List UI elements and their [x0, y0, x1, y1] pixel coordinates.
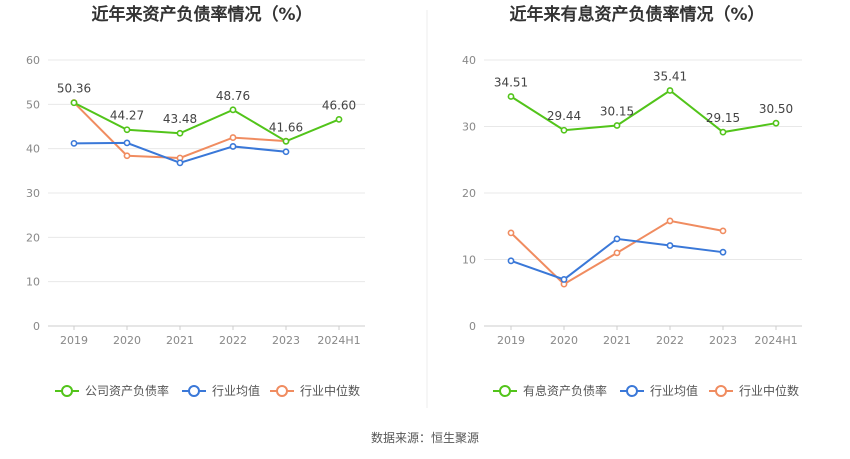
- data-point[interactable]: [229, 134, 237, 141]
- data-label: 50.36: [57, 82, 91, 96]
- y-tick-label: 10: [462, 254, 476, 267]
- x-tick-label: 2024H1: [317, 334, 360, 347]
- x-tick-label: 2022: [656, 334, 684, 347]
- data-point[interactable]: [507, 257, 515, 265]
- x-tick-label: 2023: [709, 334, 737, 347]
- data-point[interactable]: [719, 128, 727, 136]
- x-tick-label: 2020: [113, 334, 141, 347]
- data-point[interactable]: [666, 217, 674, 225]
- interest-bearing-liability-ratio-chart: 近年来有息资产负债率情况（%） 0 10 20 30 40 2019 2020 2021 2022…: [462, 4, 802, 398]
- x-tick-label: 2019: [60, 334, 88, 347]
- y-tick-label: 30: [462, 121, 476, 134]
- data-point[interactable]: [123, 152, 131, 160]
- data-point[interactable]: [507, 93, 515, 100]
- data-point[interactable]: [123, 139, 131, 147]
- legend-item[interactable]: 行业均值: [182, 383, 260, 398]
- data-point[interactable]: [719, 248, 727, 256]
- data-label: 48.76: [216, 89, 250, 103]
- data-point[interactable]: [123, 126, 131, 134]
- legend-label: 行业均值: [212, 383, 260, 398]
- data-label: 41.66: [269, 120, 303, 134]
- data-point[interactable]: [176, 129, 184, 137]
- data-point[interactable]: [719, 227, 727, 235]
- y-tick-label: 10: [26, 276, 40, 289]
- legend-marker: [715, 385, 727, 397]
- legend-item[interactable]: 行业中位数: [270, 383, 360, 398]
- x-tick-label: 2023: [272, 334, 300, 347]
- data-point[interactable]: [507, 229, 515, 237]
- legend-label: 公司资产负债率: [85, 383, 169, 398]
- x-tick-label: 2019: [497, 334, 525, 347]
- data-label: 29.15: [706, 111, 740, 125]
- y-tick-label: 40: [26, 143, 40, 156]
- data-point[interactable]: [560, 276, 568, 283]
- chart-title: 近年来有息资产负债率情况（%）: [509, 4, 764, 25]
- x-tick-label: 2020: [550, 334, 578, 347]
- data-point[interactable]: [666, 242, 674, 249]
- data-point[interactable]: [282, 148, 290, 156]
- data-label: 30.15: [600, 105, 634, 119]
- data-point[interactable]: [613, 249, 621, 257]
- data-point[interactable]: [229, 143, 237, 150]
- data-point[interactable]: [613, 235, 621, 243]
- asset-liability-ratio-chart: 近年来资产负债率情况（%） 0 10 20 30 40 50 60 2019 2020 2021 20…: [26, 4, 365, 398]
- legend-item[interactable]: 行业中位数: [709, 383, 799, 398]
- data-point[interactable]: [772, 119, 780, 127]
- legend-marker: [499, 385, 511, 397]
- data-label: 34.51: [494, 76, 528, 90]
- legend-label: 行业中位数: [739, 383, 799, 398]
- data-point[interactable]: [70, 139, 78, 147]
- x-tick-label: 2021: [603, 334, 631, 347]
- x-tick-label: 2021: [166, 334, 194, 347]
- y-tick-label: 0: [33, 320, 40, 333]
- data-label: 30.50: [759, 102, 793, 116]
- series-line: [73, 101, 340, 143]
- data-label: 44.27: [110, 109, 144, 123]
- data-point[interactable]: [282, 137, 290, 145]
- data-point[interactable]: [666, 87, 674, 94]
- data-point[interactable]: [560, 126, 568, 134]
- legend-marker: [276, 385, 288, 397]
- legend-marker: [626, 385, 638, 397]
- data-point[interactable]: [335, 116, 343, 123]
- data-point[interactable]: [613, 122, 621, 129]
- legend-item[interactable]: 行业均值: [620, 383, 698, 398]
- data-point[interactable]: [229, 106, 237, 114]
- legend-label: 行业中位数: [300, 383, 360, 398]
- legend-label: 有息资产负债率: [523, 383, 607, 398]
- series-line: [510, 89, 777, 134]
- data-label: 29.44: [547, 109, 581, 123]
- x-tick-label: 2022: [219, 334, 247, 347]
- x-tick-label: 2024H1: [754, 334, 797, 347]
- data-point[interactable]: [70, 99, 78, 107]
- data-source-note: 数据来源：恒生聚源: [371, 430, 479, 445]
- y-tick-label: 0: [469, 320, 476, 333]
- data-point[interactable]: [176, 159, 184, 167]
- y-tick-label: 20: [26, 231, 40, 244]
- y-tick-label: 60: [26, 54, 40, 67]
- y-tick-label: 30: [26, 187, 40, 200]
- legend-item[interactable]: 公司资产负债率: [55, 383, 169, 398]
- data-label: 43.48: [163, 112, 197, 126]
- chart-title: 近年来资产负债率情况（%）: [91, 4, 312, 25]
- legend-marker: [61, 385, 73, 397]
- data-label: 46.60: [322, 98, 356, 112]
- y-tick-label: 50: [26, 98, 40, 111]
- legend-label: 行业均值: [650, 383, 698, 398]
- y-tick-label: 40: [462, 54, 476, 67]
- y-tick-label: 20: [462, 187, 476, 200]
- legend-item[interactable]: 有息资产负债率: [493, 383, 607, 398]
- data-label: 35.41: [653, 70, 687, 84]
- legend-marker: [188, 385, 200, 397]
